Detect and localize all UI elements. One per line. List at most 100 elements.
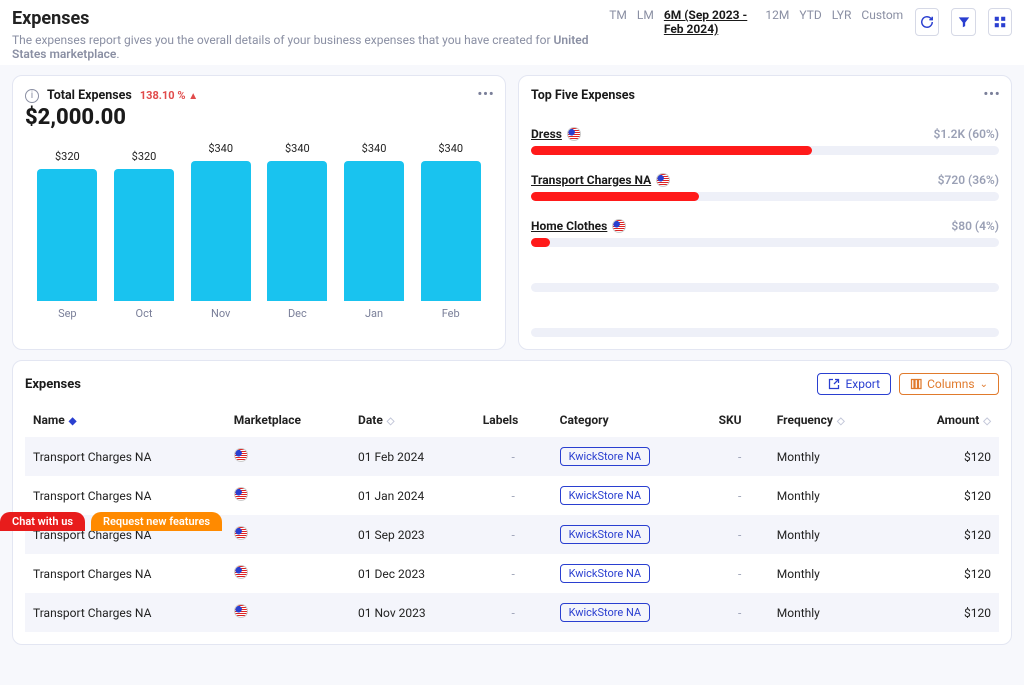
bar-value: $340 bbox=[208, 142, 233, 155]
bar[interactable] bbox=[114, 169, 174, 301]
range-option[interactable]: YTD bbox=[799, 8, 821, 36]
expenses-table-card: Expenses Export Columns ⌄ Name◆ Marketpl… bbox=[12, 360, 1012, 645]
card-menu-button[interactable]: ••• bbox=[979, 84, 1005, 104]
cell-frequency: Monthly bbox=[769, 437, 894, 476]
us-flag-icon bbox=[234, 487, 248, 501]
progress-track bbox=[531, 146, 999, 155]
col-sku[interactable]: SKU bbox=[711, 403, 769, 437]
top5-name[interactable]: Home Clothes bbox=[531, 219, 626, 233]
card-menu-button[interactable]: ••• bbox=[473, 84, 499, 104]
category-pill[interactable]: KwickStore NA bbox=[560, 486, 650, 505]
cell-sku: - bbox=[711, 476, 769, 515]
category-pill[interactable]: KwickStore NA bbox=[560, 603, 650, 622]
range-option[interactable]: 12M bbox=[765, 8, 789, 36]
cell-marketplace bbox=[226, 593, 350, 632]
bar[interactable] bbox=[421, 161, 481, 301]
export-button[interactable]: Export bbox=[817, 373, 891, 395]
page-subtitle: The expenses report gives you the overal… bbox=[12, 33, 609, 61]
range-option[interactable]: LYR bbox=[832, 8, 852, 36]
columns-icon bbox=[910, 378, 922, 390]
progress-track bbox=[531, 238, 999, 247]
range-option[interactable]: Custom bbox=[861, 8, 903, 36]
cell-sku: - bbox=[711, 554, 769, 593]
cell-frequency: Monthly bbox=[769, 554, 894, 593]
cell-name: Transport Charges NA bbox=[25, 437, 226, 476]
bar-column: $340Dec bbox=[259, 142, 336, 320]
chat-button[interactable]: Chat with us bbox=[0, 512, 85, 531]
category-pill[interactable]: KwickStore NA bbox=[560, 447, 650, 466]
bar-column: $340Feb bbox=[412, 142, 489, 320]
sort-icon: ◇ bbox=[387, 416, 395, 427]
bar-value: $340 bbox=[285, 142, 310, 155]
chevron-down-icon: ⌄ bbox=[980, 379, 988, 390]
bar-label: Jan bbox=[365, 307, 383, 320]
total-title: Total Expenses bbox=[47, 88, 132, 103]
top5-row: Dress$1.2K (60%) bbox=[531, 127, 999, 155]
cell-date: 01 Feb 2024 bbox=[350, 437, 475, 476]
table-row[interactable]: Transport Charges NA01 Feb 2024-KwickSto… bbox=[25, 437, 999, 476]
columns-button[interactable]: Columns ⌄ bbox=[899, 373, 999, 395]
cell-sku: - bbox=[711, 515, 769, 554]
cell-category: KwickStore NA bbox=[552, 515, 711, 554]
bar[interactable] bbox=[344, 161, 404, 301]
us-flag-icon bbox=[234, 526, 248, 540]
request-features-button[interactable]: Request new features bbox=[91, 512, 222, 531]
page-title: Expenses bbox=[12, 8, 609, 29]
cell-date: 01 Sep 2023 bbox=[350, 515, 475, 554]
us-flag-icon bbox=[234, 604, 248, 618]
col-amount[interactable]: Amount◇ bbox=[894, 403, 999, 437]
bar-column: $340 Nov bbox=[182, 142, 259, 320]
filter-button[interactable] bbox=[951, 8, 975, 36]
col-category[interactable]: Category bbox=[552, 403, 711, 437]
filter-icon bbox=[957, 15, 971, 29]
cell-name: Transport Charges NA bbox=[25, 554, 226, 593]
total-amount: $2,000.00 bbox=[25, 105, 493, 130]
layout-button[interactable] bbox=[988, 8, 1012, 36]
bar[interactable] bbox=[37, 169, 97, 301]
col-marketplace[interactable]: Marketplace bbox=[226, 403, 350, 437]
info-icon[interactable]: i bbox=[25, 89, 39, 103]
sort-icon: ◇ bbox=[837, 416, 845, 427]
range-option[interactable]: 6M (Sep 2023 - Feb 2024) bbox=[664, 8, 756, 36]
top5-amount: $720 (36%) bbox=[938, 173, 999, 187]
bar-column: $340 Jan bbox=[336, 142, 413, 320]
col-date[interactable]: Date◇ bbox=[350, 403, 475, 437]
range-option[interactable]: LM bbox=[637, 8, 654, 36]
refresh-icon bbox=[920, 15, 934, 29]
cell-category: KwickStore NA bbox=[552, 476, 711, 515]
cell-amount: $120 bbox=[894, 593, 999, 632]
bar-label: Nov bbox=[211, 307, 230, 320]
cell-frequency: Monthly bbox=[769, 476, 894, 515]
sort-icon: ◇ bbox=[983, 416, 991, 427]
col-frequency[interactable]: Frequency◇ bbox=[769, 403, 894, 437]
table-row[interactable]: Transport Charges NA01 Jan 2024-KwickSto… bbox=[25, 476, 999, 515]
us-flag-icon bbox=[234, 565, 248, 579]
top5-name[interactable]: Dress bbox=[531, 127, 581, 141]
table-row[interactable]: Transport Charges NA01 Dec 2023-KwickSto… bbox=[25, 554, 999, 593]
us-flag-icon bbox=[612, 219, 626, 233]
expenses-bar-chart: $320Sep$320Oct$340Nov$340Dec$340Jan$340F… bbox=[25, 150, 493, 320]
category-pill[interactable]: KwickStore NA bbox=[560, 564, 650, 583]
col-labels[interactable]: Labels bbox=[475, 403, 552, 437]
top5-name[interactable]: Transport Charges NA bbox=[531, 173, 670, 187]
bar-value: $340 bbox=[362, 142, 387, 155]
bar-value: $340 bbox=[438, 142, 463, 155]
bar-label: Oct bbox=[136, 307, 153, 320]
col-name[interactable]: Name◆ bbox=[25, 403, 226, 437]
category-pill[interactable]: KwickStore NA bbox=[560, 525, 650, 544]
top5-placeholder bbox=[531, 328, 999, 337]
range-option[interactable]: TM bbox=[609, 8, 627, 36]
top-five-card: ••• Top Five Expenses Dress$1.2K (60%)Tr… bbox=[518, 75, 1012, 350]
refresh-button[interactable] bbox=[915, 8, 939, 36]
table-title: Expenses bbox=[25, 377, 81, 392]
bar[interactable] bbox=[267, 161, 327, 301]
bar[interactable] bbox=[191, 161, 251, 301]
sort-icon: ◆ bbox=[69, 416, 77, 427]
cell-marketplace bbox=[226, 554, 350, 593]
us-flag-icon bbox=[234, 448, 248, 462]
cell-labels: - bbox=[475, 515, 552, 554]
table-row[interactable]: Transport Charges NA01 Nov 2023-KwickSto… bbox=[25, 593, 999, 632]
progress-track bbox=[531, 192, 999, 201]
date-range-picker[interactable]: TM LM 6M (Sep 2023 - Feb 2024) 12M YTD LYR Cus… bbox=[609, 8, 903, 36]
cell-name: Transport Charges NA bbox=[25, 476, 226, 515]
